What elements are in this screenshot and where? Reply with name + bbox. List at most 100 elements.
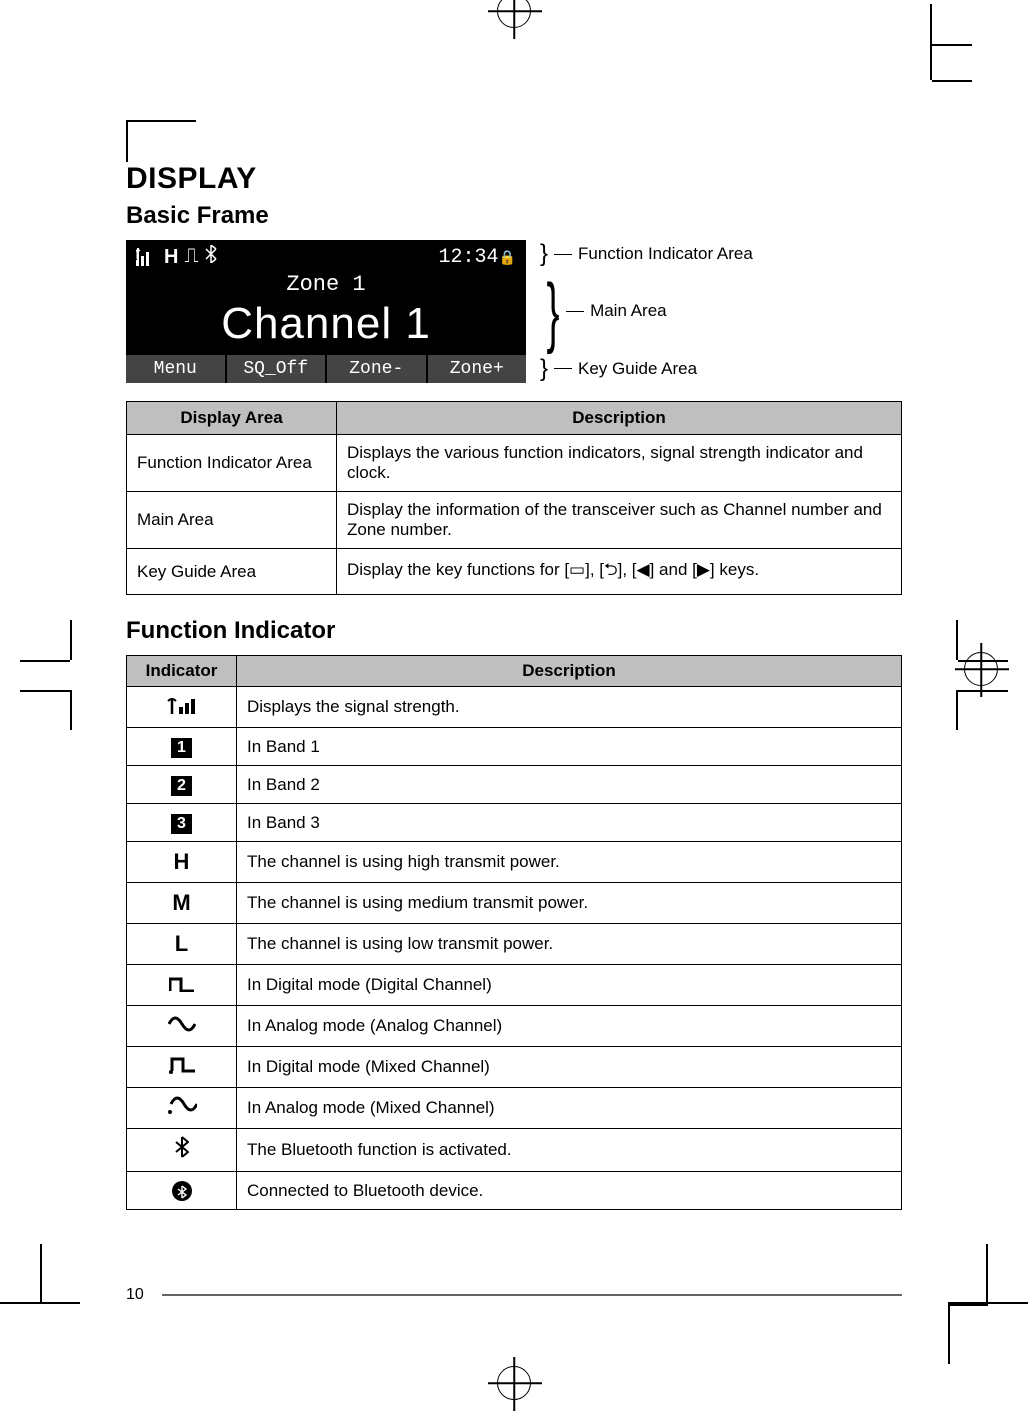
table-row: 3 In Band 3 xyxy=(127,804,902,842)
table-row: L The channel is using low transmit power… xyxy=(127,924,902,965)
lcd-key: Zone+ xyxy=(428,355,527,383)
table-header: Indicator xyxy=(127,656,237,687)
indicator-icon-cell xyxy=(127,1047,237,1088)
brace-icon: } xyxy=(540,244,548,263)
crop-mark xyxy=(126,120,196,122)
table-row: Key Guide Area Display the key functions… xyxy=(127,549,902,595)
table-row: In Digital mode (Digital Channel) xyxy=(127,965,902,1006)
indicator-desc-cell: In Analog mode (Analog Channel) xyxy=(237,1006,902,1047)
indicator-icon-cell xyxy=(127,1006,237,1047)
crop-mark xyxy=(932,80,972,82)
bt-down-icon xyxy=(204,245,218,270)
table-header: Description xyxy=(337,402,902,435)
table-row: In Analog mode (Mixed Channel) xyxy=(127,1088,902,1129)
indicator-desc-cell: The Bluetooth function is activated. xyxy=(237,1129,902,1172)
power-letter-icon: H xyxy=(174,849,190,874)
callout-label: Function Indicator Area xyxy=(578,244,753,264)
brace-icon: } xyxy=(540,359,548,378)
table-row: H The channel is using high transmit powe… xyxy=(127,842,902,883)
crop-mark xyxy=(40,1244,42,1304)
crop-mark xyxy=(932,44,972,46)
footer-rule xyxy=(162,1294,902,1296)
table-cell: Display the key functions for [▭], [⮌], … xyxy=(337,549,902,595)
callout-main-area: } Main Area xyxy=(540,280,902,342)
registration-mark xyxy=(964,652,998,686)
table-cell: Key Guide Area xyxy=(127,549,337,595)
indicator-icon-cell: 3 xyxy=(127,804,237,842)
band-badge-icon: 1 xyxy=(171,738,192,758)
function-indicator-table: Indicator Description Displays the signa… xyxy=(126,655,902,1210)
indicator-desc-cell: The channel is using low transmit power. xyxy=(237,924,902,965)
band-badge-icon: 2 xyxy=(171,776,192,796)
registration-mark xyxy=(497,1366,531,1400)
crop-mark xyxy=(986,1244,988,1304)
power-letter-icon: M xyxy=(172,890,190,915)
heading-basic-frame: Basic Frame xyxy=(126,202,902,230)
band-badge-icon: 3 xyxy=(171,814,192,834)
power-letter-icon: L xyxy=(175,931,188,956)
indicator-icon-cell: 2 xyxy=(127,766,237,804)
bluetooth-icon xyxy=(174,1136,190,1158)
page-number: 10 xyxy=(126,1286,144,1304)
mode-glyph-icon xyxy=(167,1095,197,1120)
table-row: In Analog mode (Analog Channel) xyxy=(127,1006,902,1047)
heading-display: DISPLAY xyxy=(126,162,902,196)
indicator-desc-cell: The channel is using high transmit power… xyxy=(237,842,902,883)
callout-label: Main Area xyxy=(590,301,667,321)
table-row: 1 In Band 1 xyxy=(127,728,902,766)
lcd-key: Menu xyxy=(126,355,227,383)
table-row: In Digital mode (Mixed Channel) xyxy=(127,1047,902,1088)
signal-icon xyxy=(136,248,158,266)
lock-icon: 🔒 xyxy=(499,251,516,267)
indicator-desc-cell: Displays the signal strength. xyxy=(237,687,902,728)
lcd-callouts: } Function Indicator Area } Main Area } … xyxy=(540,240,902,383)
page-footer: 10 xyxy=(126,1286,902,1304)
mode-glyph-icon xyxy=(168,1013,196,1038)
lcd-status-icons: H ⎍ xyxy=(136,245,218,270)
manual-page: DISPLAY Basic Frame H ⎍ 12:34🔒 Zone 1 Ch… xyxy=(0,0,1028,1394)
indicator-icon-cell: L xyxy=(127,924,237,965)
table-cell: Display the information of the transceiv… xyxy=(337,492,902,549)
mode-glyph-icon xyxy=(168,1054,196,1079)
clock-text: 12:34 xyxy=(439,246,499,269)
indicator-icon-cell xyxy=(127,965,237,1006)
indicator-icon-cell xyxy=(127,687,237,728)
indicator-desc-cell: In Band 3 xyxy=(237,804,902,842)
lcd-screen: H ⎍ 12:34🔒 Zone 1 Channel 1 Menu SQ_Off … xyxy=(126,240,526,383)
registration-mark xyxy=(497,0,531,28)
brace-icon: } xyxy=(547,280,560,342)
lcd-key: Zone- xyxy=(327,355,428,383)
mode-glyph-icon xyxy=(169,972,195,997)
indicator-desc-cell: The channel is using medium transmit pow… xyxy=(237,883,902,924)
mode-icon: ⎍ xyxy=(184,245,198,269)
indicator-desc-cell: In Band 1 xyxy=(237,728,902,766)
lcd-diagram: H ⎍ 12:34🔒 Zone 1 Channel 1 Menu SQ_Off … xyxy=(126,240,902,383)
indicator-desc-cell: In Digital mode (Mixed Channel) xyxy=(237,1047,902,1088)
table-row: Main Area Display the information of the… xyxy=(127,492,902,549)
crop-mark xyxy=(930,44,932,80)
lcd-key-guide: Menu SQ_Off Zone- Zone+ xyxy=(126,355,526,383)
table-row: Displays the signal strength. xyxy=(127,687,902,728)
indicator-icon-cell: 1 xyxy=(127,728,237,766)
heading-function-indicator: Function Indicator xyxy=(126,617,902,645)
indicator-desc-cell: In Analog mode (Mixed Channel) xyxy=(237,1088,902,1129)
table-row: Connected to Bluetooth device. xyxy=(127,1172,902,1210)
crop-mark xyxy=(948,1304,988,1364)
bluetooth-connected-icon xyxy=(172,1181,192,1201)
lcd-zone-label: Zone 1 xyxy=(126,270,526,297)
table-row: M The channel is using medium transmit po… xyxy=(127,883,902,924)
indicator-icon-cell xyxy=(127,1172,237,1210)
table-cell: Main Area xyxy=(127,492,337,549)
indicator-icon-cell: M xyxy=(127,883,237,924)
table-header: Display Area xyxy=(127,402,337,435)
table-cell: Function Indicator Area xyxy=(127,435,337,492)
table-row: Function Indicator Area Displays the var… xyxy=(127,435,902,492)
callout-key-guide: } Key Guide Area xyxy=(540,359,902,379)
callout-function-indicator: } Function Indicator Area xyxy=(540,244,902,264)
crop-mark xyxy=(126,122,128,162)
table-row: 2 In Band 2 xyxy=(127,766,902,804)
indicator-desc-cell: In Band 2 xyxy=(237,766,902,804)
table-row: The Bluetooth function is activated. xyxy=(127,1129,902,1172)
indicator-desc-cell: In Digital mode (Digital Channel) xyxy=(237,965,902,1006)
indicator-icon-cell xyxy=(127,1088,237,1129)
